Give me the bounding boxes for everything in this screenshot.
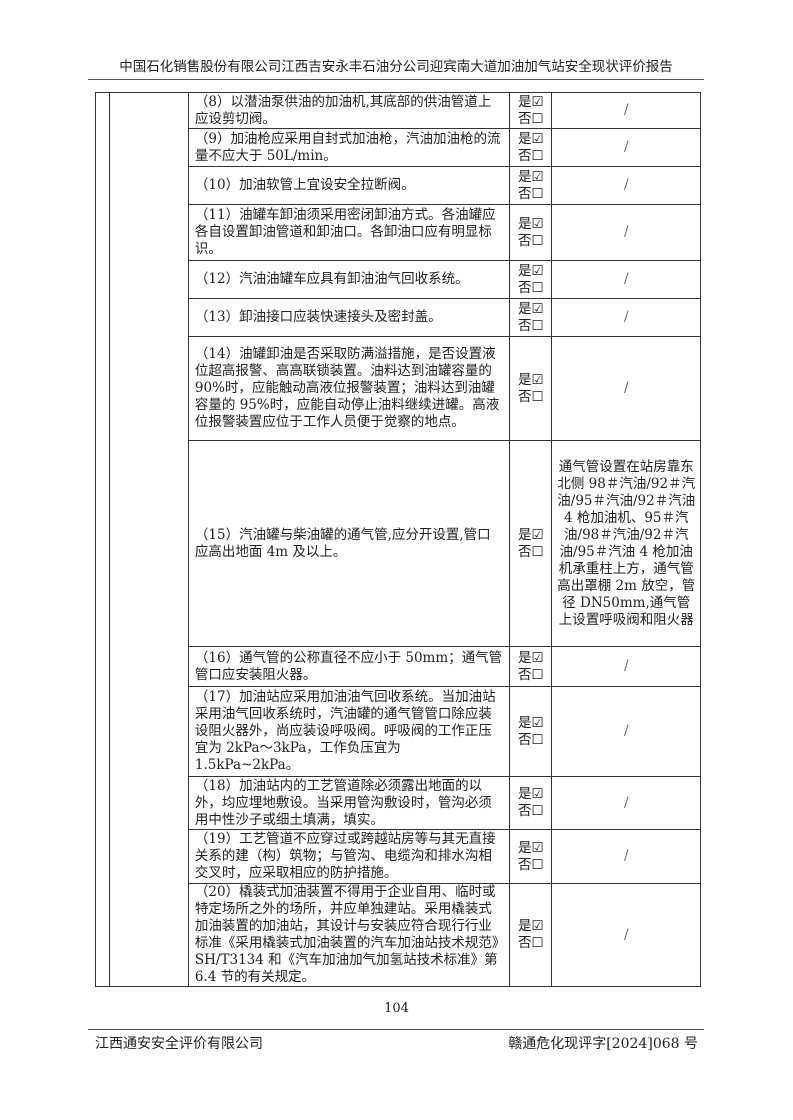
table-row: （19）工艺管道不应穿过或跨越站房等与其无直接关系的建（构）筑物；与管沟、电缆沟…	[96, 829, 701, 884]
check-item: （12）汽油油罐车应具有卸油油气回收系统。	[187, 260, 511, 299]
no-checkbox: 否☐	[517, 147, 544, 164]
check-item: （11）油罐车卸油须采用密闭卸油方式。各油罐应各自设置卸油管道和卸油口。各卸油口…	[187, 204, 511, 261]
yes-no-cell: 是☑ 否☐	[509, 260, 553, 299]
yes-checkbox: 是☑	[517, 371, 544, 388]
yes-checkbox: 是☑	[517, 93, 544, 110]
table-row: （18）加油站内的工艺管道除必须露出地面的以外，均应埋地敷设。当采用管沟敷设时，…	[96, 776, 701, 830]
footer: 江西通安安全评价有限公司 赣通危化现评字[2024]068 号	[95, 1034, 698, 1054]
yes-no-cell: 是☑ 否☐	[509, 829, 553, 884]
result-cell: /	[551, 686, 701, 777]
yes-no-cell: 是☑ 否☐	[509, 166, 553, 205]
page-header-title: 中国石化销售股份有限公司江西吉安永丰石油分公司迎宾南大道加油加气站安全现状评价报…	[119, 59, 673, 75]
result-cell: /	[551, 128, 701, 167]
check-item: （19）工艺管道不应穿过或跨越站房等与其无直接关系的建（构）筑物；与管沟、电缆沟…	[187, 829, 511, 884]
result-cell: /	[551, 646, 701, 687]
yes-no-cell: 是☑ 否☐	[509, 204, 553, 261]
yes-checkbox: 是☑	[517, 130, 544, 147]
result-cell: /	[551, 166, 701, 205]
check-item: （10）加油软管上宜设安全拉断阀。	[187, 166, 511, 205]
check-item: （14）油罐卸油是否采取防满溢措施，是否设置液位超高报警、高高联锁装置。油料达到…	[187, 336, 511, 441]
table-row: （16）通气管的公称直径不应小于 50mm；通气管管口应安装阻火器。 是☑ 否☐ /	[96, 646, 701, 687]
yes-checkbox: 是☑	[517, 300, 544, 317]
no-checkbox: 否☐	[517, 666, 544, 683]
check-item: （18）加油站内的工艺管道除必须露出地面的以外，均应埋地敷设。当采用管沟敷设时，…	[187, 776, 511, 830]
yes-checkbox: 是☑	[517, 262, 544, 279]
page: 中国石化销售股份有限公司江西吉安永丰石油分公司迎宾南大道加油加气站安全现状评价报…	[88, 59, 704, 1054]
no-checkbox: 否☐	[517, 279, 544, 296]
checklist-table: （8）以潜油泵供油的加油机,其底部的供油管道上应设剪切阀。 是☑ 否☐ / （9）加油枪…	[94, 92, 701, 987]
check-item: （13）卸油接口应装快速接头及密封盖。	[187, 298, 511, 337]
check-item: （17）加油站应采用加油油气回收系统。当加油站采用油气回收系统时，汽油罐的通气管…	[187, 686, 511, 777]
yes-checkbox: 是☑	[517, 526, 544, 543]
no-checkbox: 否☐	[517, 110, 544, 127]
category-cell	[94, 92, 111, 987]
table-row: （10）加油软管上宜设安全拉断阀。 是☑ 否☐ /	[96, 166, 701, 205]
yes-checkbox: 是☑	[517, 714, 544, 731]
yes-checkbox: 是☑	[517, 649, 544, 666]
subcategory-cell	[109, 92, 189, 987]
no-checkbox: 否☐	[517, 232, 544, 249]
check-item: （8）以潜油泵供油的加油机,其底部的供油管道上应设剪切阀。	[187, 92, 511, 129]
yes-checkbox: 是☑	[517, 786, 544, 802]
result-cell: /	[551, 260, 701, 299]
result-cell: /	[551, 829, 701, 884]
yes-no-cell: 是☑ 否☐	[509, 883, 553, 987]
no-checkbox: 否☐	[517, 388, 544, 405]
footer-divider	[88, 1029, 704, 1030]
table-row: （9）加油枪应采用自封式加油枪，汽油加油枪的流量不应大于 50L/min。 是☑ 否…	[96, 128, 701, 167]
yes-no-cell: 是☑ 否☐	[509, 92, 553, 129]
result-cell: /	[551, 776, 701, 830]
yes-checkbox: 是☑	[517, 215, 544, 232]
result-cell: /	[551, 298, 701, 337]
footer-company: 江西通安安全评价有限公司	[95, 1036, 263, 1052]
no-checkbox: 否☐	[517, 803, 544, 819]
yes-no-cell: 是☑ 否☐	[509, 128, 553, 167]
table-row: （11）油罐车卸油须采用密闭卸油方式。各油罐应各自设置卸油管道和卸油口。各卸油口…	[96, 204, 701, 261]
table-row: （13）卸油接口应装快速接头及密封盖。 是☑ 否☐ /	[96, 298, 701, 337]
result-cell: /	[551, 92, 701, 129]
yes-checkbox: 是☑	[517, 918, 544, 934]
check-item: （15）汽油罐与柴油罐的通气管,应分开设置,管口应高出地面 4m 及以上。	[187, 440, 511, 647]
no-checkbox: 否☐	[517, 731, 544, 748]
table-row: （14）油罐卸油是否采取防满溢措施，是否设置液位超高报警、高高联锁装置。油料达到…	[96, 336, 701, 441]
no-checkbox: 否☐	[517, 317, 544, 334]
check-item: （16）通气管的公称直径不应小于 50mm；通气管管口应安装阻火器。	[187, 646, 511, 687]
table-row: （8）以潜油泵供油的加油机,其底部的供油管道上应设剪切阀。 是☑ 否☐ /	[94, 92, 701, 987]
footer-report-number: 赣通危化现评字[2024]068 号	[508, 1036, 698, 1052]
table-row: （20）橇装式加油装置不得用于企业自用、临时或特定场所之外的场所，并应单独建站。…	[96, 883, 701, 987]
header-divider	[88, 79, 704, 80]
result-cell: /	[551, 883, 701, 987]
no-checkbox: 否☐	[517, 185, 544, 202]
no-checkbox: 否☐	[517, 543, 544, 560]
result-cell: /	[551, 336, 701, 441]
no-checkbox: 否☐	[517, 856, 544, 873]
check-item: （9）加油枪应采用自封式加油枪，汽油加油枪的流量不应大于 50L/min。	[187, 128, 511, 167]
yes-checkbox: 是☑	[517, 168, 544, 185]
table-row: （17）加油站应采用加油油气回收系统。当加油站采用油气回收系统时，汽油罐的通气管…	[96, 686, 701, 777]
page-number: 104	[384, 1001, 409, 1016]
no-checkbox: 否☐	[517, 935, 544, 951]
yes-checkbox: 是☑	[517, 839, 544, 856]
yes-no-cell: 是☑ 否☐	[509, 336, 553, 441]
yes-no-cell: 是☑ 否☐	[509, 440, 553, 647]
yes-no-cell: 是☑ 否☐	[509, 776, 553, 830]
result-cell: 通气管设置在站房靠东北侧 98＃汽油/92＃汽油/95＃汽油/92＃汽油 4 枪…	[551, 440, 701, 647]
yes-no-cell: 是☑ 否☐	[509, 686, 553, 777]
yes-no-cell: 是☑ 否☐	[509, 298, 553, 337]
result-cell: /	[551, 204, 701, 261]
check-item: （20）橇装式加油装置不得用于企业自用、临时或特定场所之外的场所，并应单独建站。…	[187, 883, 511, 987]
yes-no-cell: 是☑ 否☐	[509, 646, 553, 687]
